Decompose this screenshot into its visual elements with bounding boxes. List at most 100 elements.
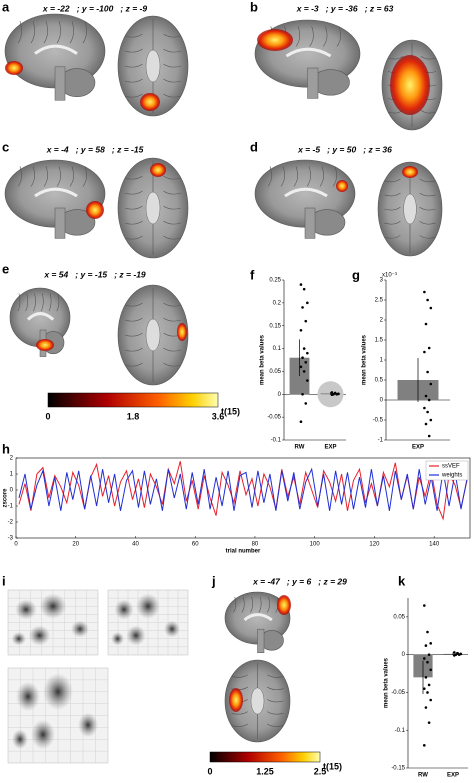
data-point bbox=[302, 347, 306, 350]
activation-blob bbox=[150, 163, 166, 177]
sulcus bbox=[163, 190, 182, 195]
y-tick-label: 1 bbox=[380, 358, 384, 364]
sulcus bbox=[69, 20, 74, 44]
sulcus bbox=[124, 332, 143, 337]
sulcus bbox=[56, 293, 60, 312]
glass-blob bbox=[28, 625, 51, 646]
sulcus bbox=[163, 362, 182, 367]
series-line bbox=[18, 461, 468, 521]
sulcus bbox=[17, 166, 22, 187]
sulcus bbox=[56, 20, 61, 44]
sulcus bbox=[266, 596, 270, 613]
y-tick-label: -1 bbox=[8, 504, 14, 510]
glass-blob bbox=[11, 631, 26, 646]
sulcus bbox=[280, 166, 285, 187]
y-tick-label: 1.5 bbox=[375, 338, 384, 344]
colorbar-label: t(15) bbox=[221, 406, 240, 416]
sulcus bbox=[163, 48, 182, 53]
corpus-callosum bbox=[26, 312, 55, 321]
panel-letter: g bbox=[352, 267, 360, 282]
coordinates: x = -3 ; y = -36 ; z = 63 bbox=[296, 3, 394, 13]
sulcus bbox=[384, 220, 401, 225]
sulcus bbox=[30, 20, 35, 44]
data-point bbox=[299, 365, 303, 369]
data-point bbox=[429, 418, 433, 422]
colorbar-tick: 3.6 bbox=[212, 411, 225, 421]
sulcus bbox=[420, 109, 437, 114]
data-point bbox=[424, 322, 428, 326]
data-point bbox=[337, 392, 340, 396]
sulcus bbox=[419, 192, 436, 197]
data-point bbox=[426, 298, 429, 302]
coordinates: x = -47 ; y = 6 ; z = 29 bbox=[252, 576, 347, 586]
sulcus bbox=[231, 723, 248, 727]
glass-blob bbox=[78, 712, 98, 738]
sulcus bbox=[43, 166, 48, 187]
sulcus bbox=[25, 293, 29, 312]
sulcus bbox=[17, 293, 21, 312]
plot-frame bbox=[15, 457, 471, 539]
sulcus bbox=[319, 166, 324, 187]
glass-blob bbox=[71, 620, 89, 638]
sulcus bbox=[163, 235, 182, 240]
sulcus bbox=[43, 20, 48, 44]
panel-letter: h bbox=[2, 441, 10, 456]
data-point bbox=[299, 328, 303, 332]
data-point bbox=[299, 420, 303, 424]
sulcus bbox=[124, 235, 143, 240]
corpus-callosum bbox=[243, 613, 273, 622]
sulcus bbox=[124, 190, 143, 195]
panel-letter: k bbox=[398, 573, 406, 588]
data-point bbox=[426, 691, 429, 694]
y-axis-label: mean beta values bbox=[384, 657, 390, 708]
y-tick-label: 2 bbox=[10, 456, 14, 462]
coordinates: x = 54 ; y = -15 ; z = -19 bbox=[43, 269, 146, 279]
activation-blob bbox=[229, 688, 243, 712]
ventricle bbox=[403, 193, 417, 225]
sulcus bbox=[82, 166, 87, 187]
activation-blob bbox=[177, 323, 187, 341]
data-point bbox=[330, 391, 334, 394]
sulcus bbox=[267, 166, 272, 187]
sulcus bbox=[163, 205, 182, 210]
activation-blob bbox=[390, 55, 430, 115]
x-tick-label: RW bbox=[418, 773, 428, 779]
sulcus bbox=[384, 178, 401, 183]
series-line bbox=[18, 467, 468, 511]
data-point bbox=[427, 398, 431, 402]
sulcus bbox=[17, 20, 22, 44]
ventricle bbox=[145, 49, 161, 83]
activation-blob bbox=[336, 180, 348, 192]
colorbar-tick: 2.5 bbox=[314, 766, 327, 776]
data-point bbox=[426, 630, 429, 634]
corpus-callosum bbox=[285, 47, 332, 58]
sulcus bbox=[163, 93, 182, 98]
data-point bbox=[426, 370, 429, 374]
x-tick-label: RW bbox=[295, 445, 305, 451]
sulcus bbox=[48, 293, 52, 312]
sulcus bbox=[124, 205, 143, 210]
sulcus bbox=[231, 711, 248, 715]
sulcus bbox=[56, 166, 61, 187]
sulcus bbox=[384, 192, 401, 197]
x-tick-label: 120 bbox=[369, 542, 380, 548]
data-point bbox=[427, 683, 431, 687]
data-point bbox=[302, 370, 306, 373]
data-point bbox=[426, 410, 429, 414]
sulcus bbox=[295, 26, 301, 47]
sulcus bbox=[419, 178, 436, 183]
y-tick-label: 0 bbox=[402, 652, 406, 658]
y-tick-label: -2 bbox=[8, 520, 14, 526]
axis-exponent: x10⁻³ bbox=[382, 273, 397, 279]
panel-letter: b bbox=[250, 0, 258, 14]
sulcus bbox=[419, 220, 436, 225]
activation-blob bbox=[86, 201, 104, 219]
coordinates: x = -5 ; y = 50 ; z = 36 bbox=[297, 144, 392, 154]
x-tick-label: 100 bbox=[310, 542, 321, 548]
brainstem bbox=[307, 67, 319, 99]
data-point bbox=[304, 402, 308, 405]
data-point bbox=[301, 356, 304, 360]
sulcus bbox=[124, 347, 143, 352]
sulcus bbox=[69, 166, 74, 187]
